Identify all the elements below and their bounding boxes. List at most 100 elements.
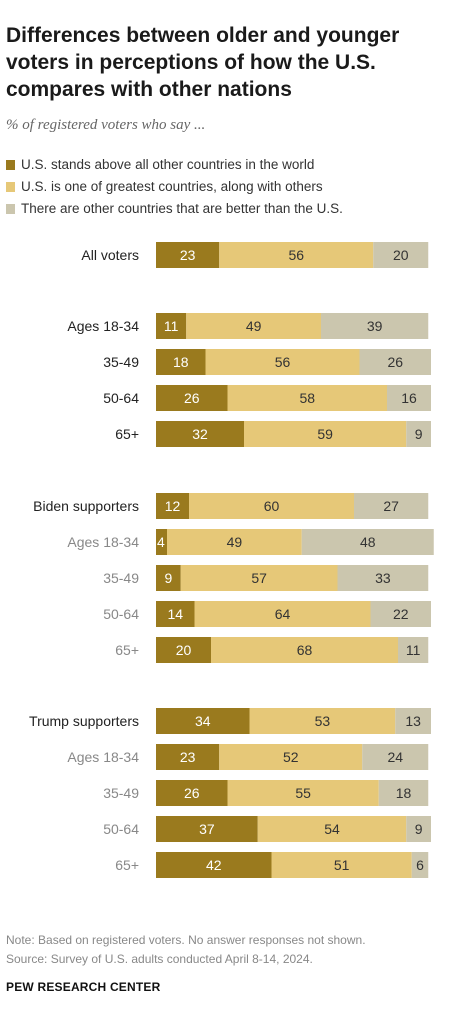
bar-value-label: 12 — [165, 498, 181, 514]
bar-value-label: 26 — [184, 390, 200, 406]
bar-row: All voters 23 56 20 — [81, 242, 429, 268]
bar-value-label: 11 — [406, 642, 421, 658]
bar-segment — [189, 493, 354, 519]
row-label: Ages 18-34 — [67, 318, 139, 334]
bar-value-label: 34 — [195, 713, 211, 729]
bar-value-label: 18 — [396, 785, 412, 801]
bar-row: Biden supporters 12 60 27 — [33, 493, 429, 519]
bar-value-label: 39 — [367, 318, 383, 334]
bar-segment — [156, 385, 228, 411]
bar-row: 50-64 14 64 22 — [103, 601, 431, 627]
bar-segment — [321, 313, 429, 339]
bar-value-label: 26 — [184, 785, 200, 801]
bar-value-label: 9 — [164, 570, 172, 586]
bar-value-label: 24 — [387, 749, 403, 765]
bar-value-label: 49 — [246, 318, 262, 334]
bar-value-label: 49 — [227, 534, 243, 550]
bar-segment — [227, 780, 379, 806]
bar-row: 65+ 42 51 6 — [115, 852, 429, 878]
bar-row: 65+ 32 59 9 — [115, 421, 431, 447]
bar-segment — [205, 349, 360, 375]
legend-label-one-of-greatest: U.S. is one of greatest countries, along… — [21, 179, 323, 194]
row-label: 65+ — [115, 426, 139, 442]
bar-value-label: 9 — [415, 426, 423, 442]
bar-value-label: 52 — [283, 749, 299, 765]
bar-segment — [219, 242, 374, 268]
bar-segment — [378, 780, 429, 806]
bar-segment — [156, 780, 228, 806]
bar-value-label: 23 — [180, 247, 196, 263]
bar-value-label: 48 — [360, 534, 376, 550]
bar-value-label: 11 — [164, 318, 179, 334]
bar-value-label: 37 — [199, 821, 215, 837]
legend-swatch-above — [6, 160, 15, 170]
row-label: 50-64 — [103, 606, 139, 622]
bar-segment — [194, 601, 371, 627]
bar-row: Trump supporters 34 53 13 — [29, 708, 431, 734]
bar-segment — [167, 529, 302, 555]
source-text: Source: Survey of U.S. adults conducted … — [6, 952, 313, 966]
bar-segment — [411, 852, 429, 878]
bar-segment — [406, 816, 431, 842]
bar-value-label: 33 — [375, 570, 391, 586]
row-label: 35-49 — [103, 570, 139, 586]
row-label: All voters — [81, 247, 139, 263]
bar-value-label: 60 — [264, 498, 280, 514]
bar-value-label: 16 — [401, 390, 417, 406]
bar-segment — [249, 708, 396, 734]
bar-segment — [156, 637, 211, 663]
bar-segment — [370, 601, 431, 627]
organization-name: PEW RESEARCH CENTER — [6, 980, 161, 994]
bar-value-label: 4 — [157, 534, 165, 550]
bar-row: 35-49 9 57 33 — [103, 565, 429, 591]
row-label: 65+ — [115, 857, 139, 873]
bar-value-label: 14 — [167, 606, 183, 622]
row-label: 35-49 — [103, 785, 139, 801]
legend-label-others-better: There are other countries that are bette… — [21, 201, 343, 216]
bar-segment — [395, 708, 431, 734]
note-text: Note: Based on registered voters. No ans… — [6, 933, 366, 947]
bar-segment — [398, 637, 429, 663]
bar-segment — [244, 421, 407, 447]
bar-segment — [156, 242, 220, 268]
bar-segment — [156, 601, 195, 627]
bar-segment — [156, 852, 272, 878]
bar-segment — [359, 349, 431, 375]
row-label: Biden supporters — [33, 498, 139, 514]
row-label: Trump supporters — [29, 713, 139, 729]
bar-value-label: 20 — [393, 247, 409, 263]
bar-row: Ages 18-34 4 49 48 — [67, 529, 434, 555]
bar-segment — [156, 529, 167, 555]
bar-value-label: 32 — [192, 426, 208, 442]
bar-segment — [156, 744, 220, 770]
bar-value-label: 42 — [206, 857, 222, 873]
bar-value-label: 9 — [415, 821, 423, 837]
bar-segment — [362, 744, 429, 770]
bar-value-label: 22 — [393, 606, 409, 622]
legend-swatch-others-better — [6, 204, 15, 214]
bar-value-label: 26 — [387, 354, 403, 370]
bar-value-label: 56 — [275, 354, 291, 370]
bar-segment — [180, 565, 338, 591]
bar-segment — [227, 385, 387, 411]
bar-segment — [156, 421, 244, 447]
bar-row: 50-64 26 58 16 — [103, 385, 431, 411]
bar-segment — [387, 385, 431, 411]
legend-swatch-one-of-greatest — [6, 182, 15, 192]
bar-segment — [156, 313, 187, 339]
bar-segment — [156, 349, 206, 375]
bar-value-label: 59 — [317, 426, 333, 442]
bar-segment — [406, 421, 431, 447]
notes: Note: Based on registered voters. No ans… — [6, 931, 366, 969]
bar-segment — [354, 493, 429, 519]
row-label: 35-49 — [103, 354, 139, 370]
bar-value-label: 20 — [176, 642, 192, 658]
bar-segment — [271, 852, 412, 878]
bar-row: Ages 18-34 23 52 24 — [67, 744, 429, 770]
bar-segment — [301, 529, 434, 555]
row-label: 65+ — [115, 642, 139, 658]
bar-row: 65+ 20 68 11 — [115, 637, 429, 663]
bar-value-label: 6 — [416, 857, 424, 873]
bar-segment — [156, 816, 258, 842]
